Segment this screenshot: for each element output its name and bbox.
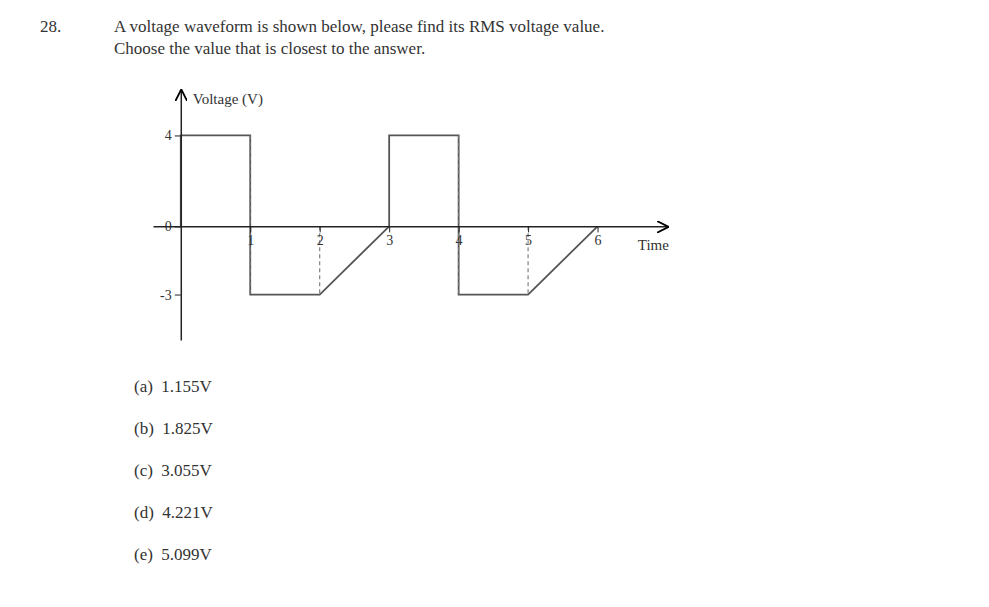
choice: (c) 3.055V [134, 461, 213, 480]
chart: 28. A voltage waveform is shown below, pl… [0, 0, 989, 607]
x-axis-title: Time [638, 237, 669, 253]
x-axis: 1 2 3 4 5 6 [154, 226, 668, 248]
dashed-line [250, 135, 251, 294]
x-tick-mark [528, 226, 529, 232]
x-tick-label: 5 [525, 233, 532, 248]
y-axis-line [181, 91, 183, 341]
y-tick-mark [175, 135, 181, 136]
x-tick-mark [459, 226, 460, 232]
x-tick-label: 3 [386, 233, 393, 248]
waveform-line [181, 135, 598, 294]
title: 28. [40, 17, 61, 36]
y-tick: 4 [165, 128, 181, 143]
y-axis: 40-3 [160, 91, 181, 341]
x-tick-mark [389, 226, 390, 232]
x-tick: 1 [247, 226, 254, 248]
y-tick-label: 4 [165, 128, 172, 143]
x-tick: 2 [317, 226, 324, 248]
x-tick-label: 2 [317, 233, 324, 248]
x-tick-mark [250, 226, 251, 232]
y-tick: -3 [160, 288, 181, 303]
subtitle-line: A voltage waveform is shown below, pleas… [114, 17, 604, 36]
choice: (b) 1.825V [134, 419, 214, 438]
subtitle: A voltage waveform is shown below, pleas… [114, 17, 604, 58]
plot-area [181, 135, 598, 294]
x-tick-mark [598, 226, 599, 232]
choice: (e) 5.099V [134, 545, 213, 564]
choice: (a) 1.155V [134, 377, 213, 396]
y-tick-label: -3 [160, 288, 172, 303]
y-axis-title: Voltage (V) [193, 91, 263, 108]
choice: (d) 4.221V [134, 503, 214, 522]
dashed-line [458, 135, 459, 294]
choices: (a) 1.155V (b) 1.825V (c) 3.055V (d) 4.221V… [134, 377, 214, 564]
x-tick-label: 1 [247, 233, 254, 248]
x-tick: 5 [525, 226, 532, 248]
x-tick-mark [320, 226, 321, 232]
x-tick: 6 [595, 226, 602, 248]
subtitle-line: Choose the value that is closest to the … [114, 39, 425, 58]
x-tick-label: 6 [595, 233, 602, 248]
y-tick-mark [175, 295, 181, 296]
x-tick: 3 [386, 226, 393, 248]
x-tick-label: 4 [456, 233, 463, 248]
x-tick: 4 [456, 226, 463, 248]
x-axis-line [154, 226, 668, 228]
